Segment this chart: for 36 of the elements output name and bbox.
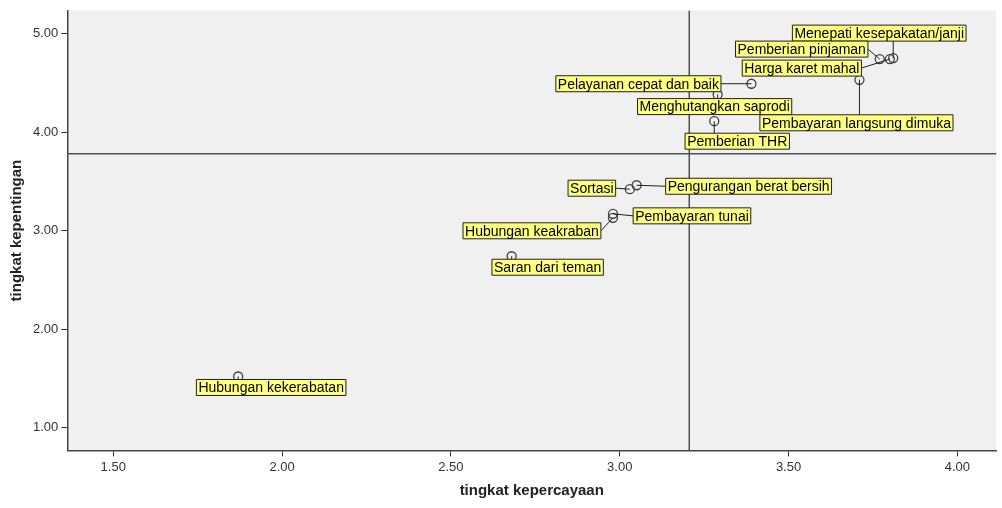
point bbox=[709, 116, 720, 127]
point bbox=[631, 180, 642, 191]
point bbox=[888, 52, 899, 64]
y-tick-label: 5.00 bbox=[32, 25, 59, 41]
annotation: Pemberian pinjaman bbox=[737, 40, 866, 57]
annotation: Sortasi bbox=[570, 180, 614, 197]
point bbox=[884, 53, 895, 65]
annotation: Menepati kesepakatan/janji bbox=[794, 24, 965, 41]
annotation: Pengurangan berat bersih bbox=[667, 178, 830, 195]
point bbox=[746, 78, 757, 89]
annotation: Pembayaran tunai bbox=[635, 207, 749, 224]
annotation: Harga karet mahal bbox=[744, 59, 860, 76]
annotation: Hubungan keakraban bbox=[465, 222, 599, 239]
annotation: Pemberian THR bbox=[687, 133, 788, 150]
y-tick-label: 4.00 bbox=[32, 123, 59, 139]
annotation: Pembayaran langsung dimuka bbox=[761, 114, 952, 131]
x-tick-label: 3.50 bbox=[775, 458, 802, 474]
y-tick-label: 2.00 bbox=[32, 320, 59, 336]
point bbox=[624, 184, 635, 195]
point bbox=[854, 74, 865, 85]
y-tick-label: 1.00 bbox=[32, 419, 59, 435]
annotation: Saran dari teman bbox=[493, 259, 602, 276]
x-tick-label: 4.00 bbox=[944, 458, 971, 474]
x-tick-label: 2.00 bbox=[269, 458, 295, 474]
point bbox=[874, 53, 885, 65]
y-tick-label: 3.00 bbox=[32, 222, 59, 238]
y-axis-title: tingkat kepentingan bbox=[7, 159, 25, 302]
point bbox=[607, 208, 619, 219]
annotation: Hubungan kekerabatan bbox=[198, 379, 344, 396]
x-axis-title: tingkat kepercayaan bbox=[459, 481, 604, 499]
x-tick-label: 1.50 bbox=[100, 458, 126, 474]
x-tick-label: 2.50 bbox=[438, 458, 464, 474]
x-tick-label: 3.00 bbox=[607, 458, 633, 474]
annotation: Pelayanan cepat dan baik bbox=[557, 75, 720, 92]
point bbox=[607, 212, 619, 223]
annotation: Menghutangkan saprodi bbox=[639, 98, 790, 115]
